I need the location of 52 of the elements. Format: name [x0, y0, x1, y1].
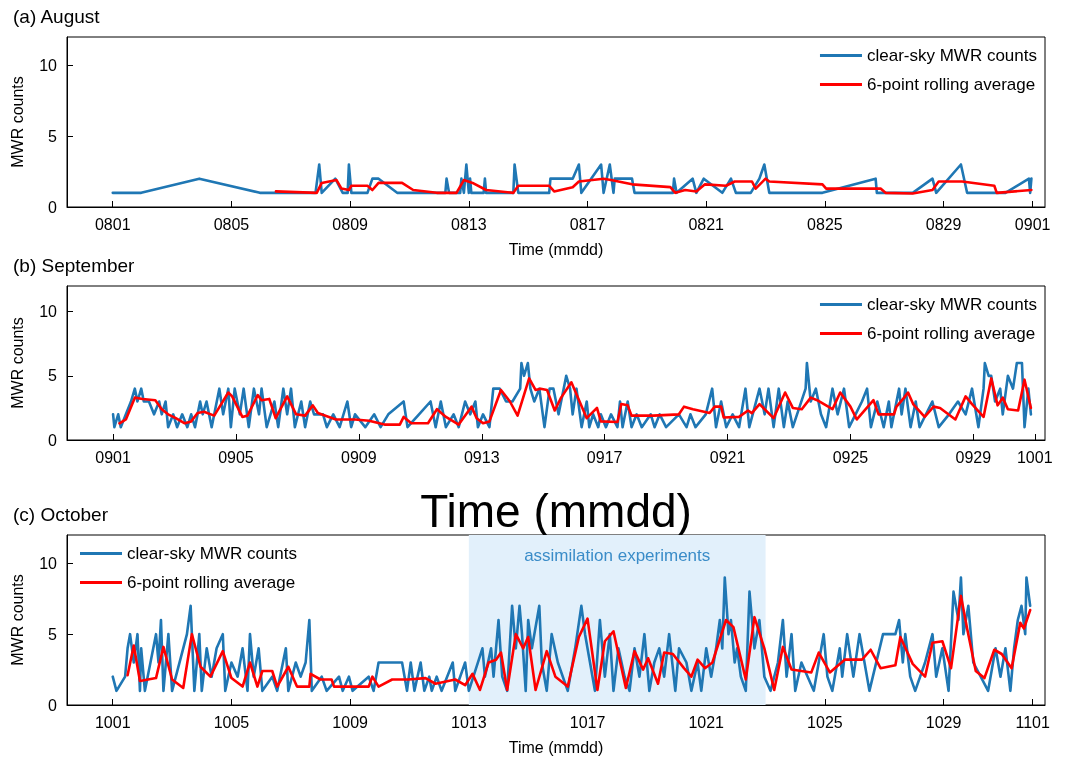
x-tick-label: 0901 — [1014, 215, 1051, 233]
y-tick-label: 10 — [39, 303, 58, 321]
x-axis-title: Time (mmdd) — [420, 485, 692, 537]
x-tick-label: 1001 — [94, 713, 131, 731]
x-axis-title: Time (mmdd) — [508, 738, 604, 756]
x-tick-label: 1005 — [213, 713, 250, 731]
x-tick-label: 0829 — [925, 215, 962, 233]
x-tick-label: 0921 — [709, 448, 746, 466]
x-tick-label: 0813 — [451, 215, 487, 233]
legend-label: 6-point rolling average — [866, 75, 1036, 94]
x-tick-label: 0913 — [463, 448, 500, 466]
y-tick-label: 5 — [48, 127, 58, 145]
chart-title: (a) August — [13, 6, 101, 27]
y-axis-title: MWR counts — [8, 76, 26, 168]
x-tick-label: 1025 — [807, 713, 843, 731]
x-tick-label: 0929 — [955, 448, 992, 466]
x-tick-label: 1001 — [1016, 448, 1053, 466]
x-tick-label: 1013 — [451, 713, 487, 731]
x-tick-label: 0817 — [569, 215, 606, 233]
x-tick-label: 0801 — [94, 215, 131, 233]
y-axis-title: MWR counts — [8, 317, 26, 409]
y-tick-label: 10 — [39, 56, 58, 74]
x-tick-label: 0917 — [586, 448, 623, 466]
legend-label: 6-point rolling average — [127, 573, 296, 592]
y-tick-label: 0 — [48, 696, 58, 714]
x-tick-label: 0825 — [807, 215, 843, 233]
x-tick-label: 0909 — [341, 448, 377, 466]
y-tick-label: 0 — [48, 198, 58, 216]
x-tick-label: 1101 — [1015, 713, 1050, 731]
chart-title: (b) September — [13, 255, 136, 276]
legend-label: clear-sky MWR counts — [866, 295, 1038, 314]
legend-label: clear-sky MWR counts — [866, 46, 1038, 65]
y-tick-label: 0 — [48, 431, 58, 449]
x-tick-label: 1009 — [332, 713, 369, 731]
x-tick-label: 1029 — [925, 713, 962, 731]
x-tick-label: 0901 — [95, 448, 131, 466]
y-tick-label: 5 — [48, 367, 58, 385]
y-tick-label: 5 — [48, 625, 58, 643]
x-tick-label: 0805 — [213, 215, 250, 233]
x-tick-label: 1021 — [688, 713, 725, 731]
x-tick-label: 1017 — [569, 713, 606, 731]
chart-title: (c) October — [13, 504, 109, 525]
x-tick-label: 0821 — [688, 215, 725, 233]
legend-label: clear-sky MWR counts — [127, 544, 298, 563]
x-axis-title: Time (mmdd) — [508, 240, 604, 258]
x-tick-label: 0905 — [218, 448, 254, 466]
x-tick-label: 0809 — [332, 215, 369, 233]
band-label: assimilation experiments — [524, 546, 711, 565]
x-tick-label: 0925 — [832, 448, 869, 466]
y-tick-label: 10 — [39, 554, 58, 572]
legend-label: 6-point rolling average — [866, 324, 1036, 343]
y-axis-title: MWR counts — [8, 574, 26, 666]
